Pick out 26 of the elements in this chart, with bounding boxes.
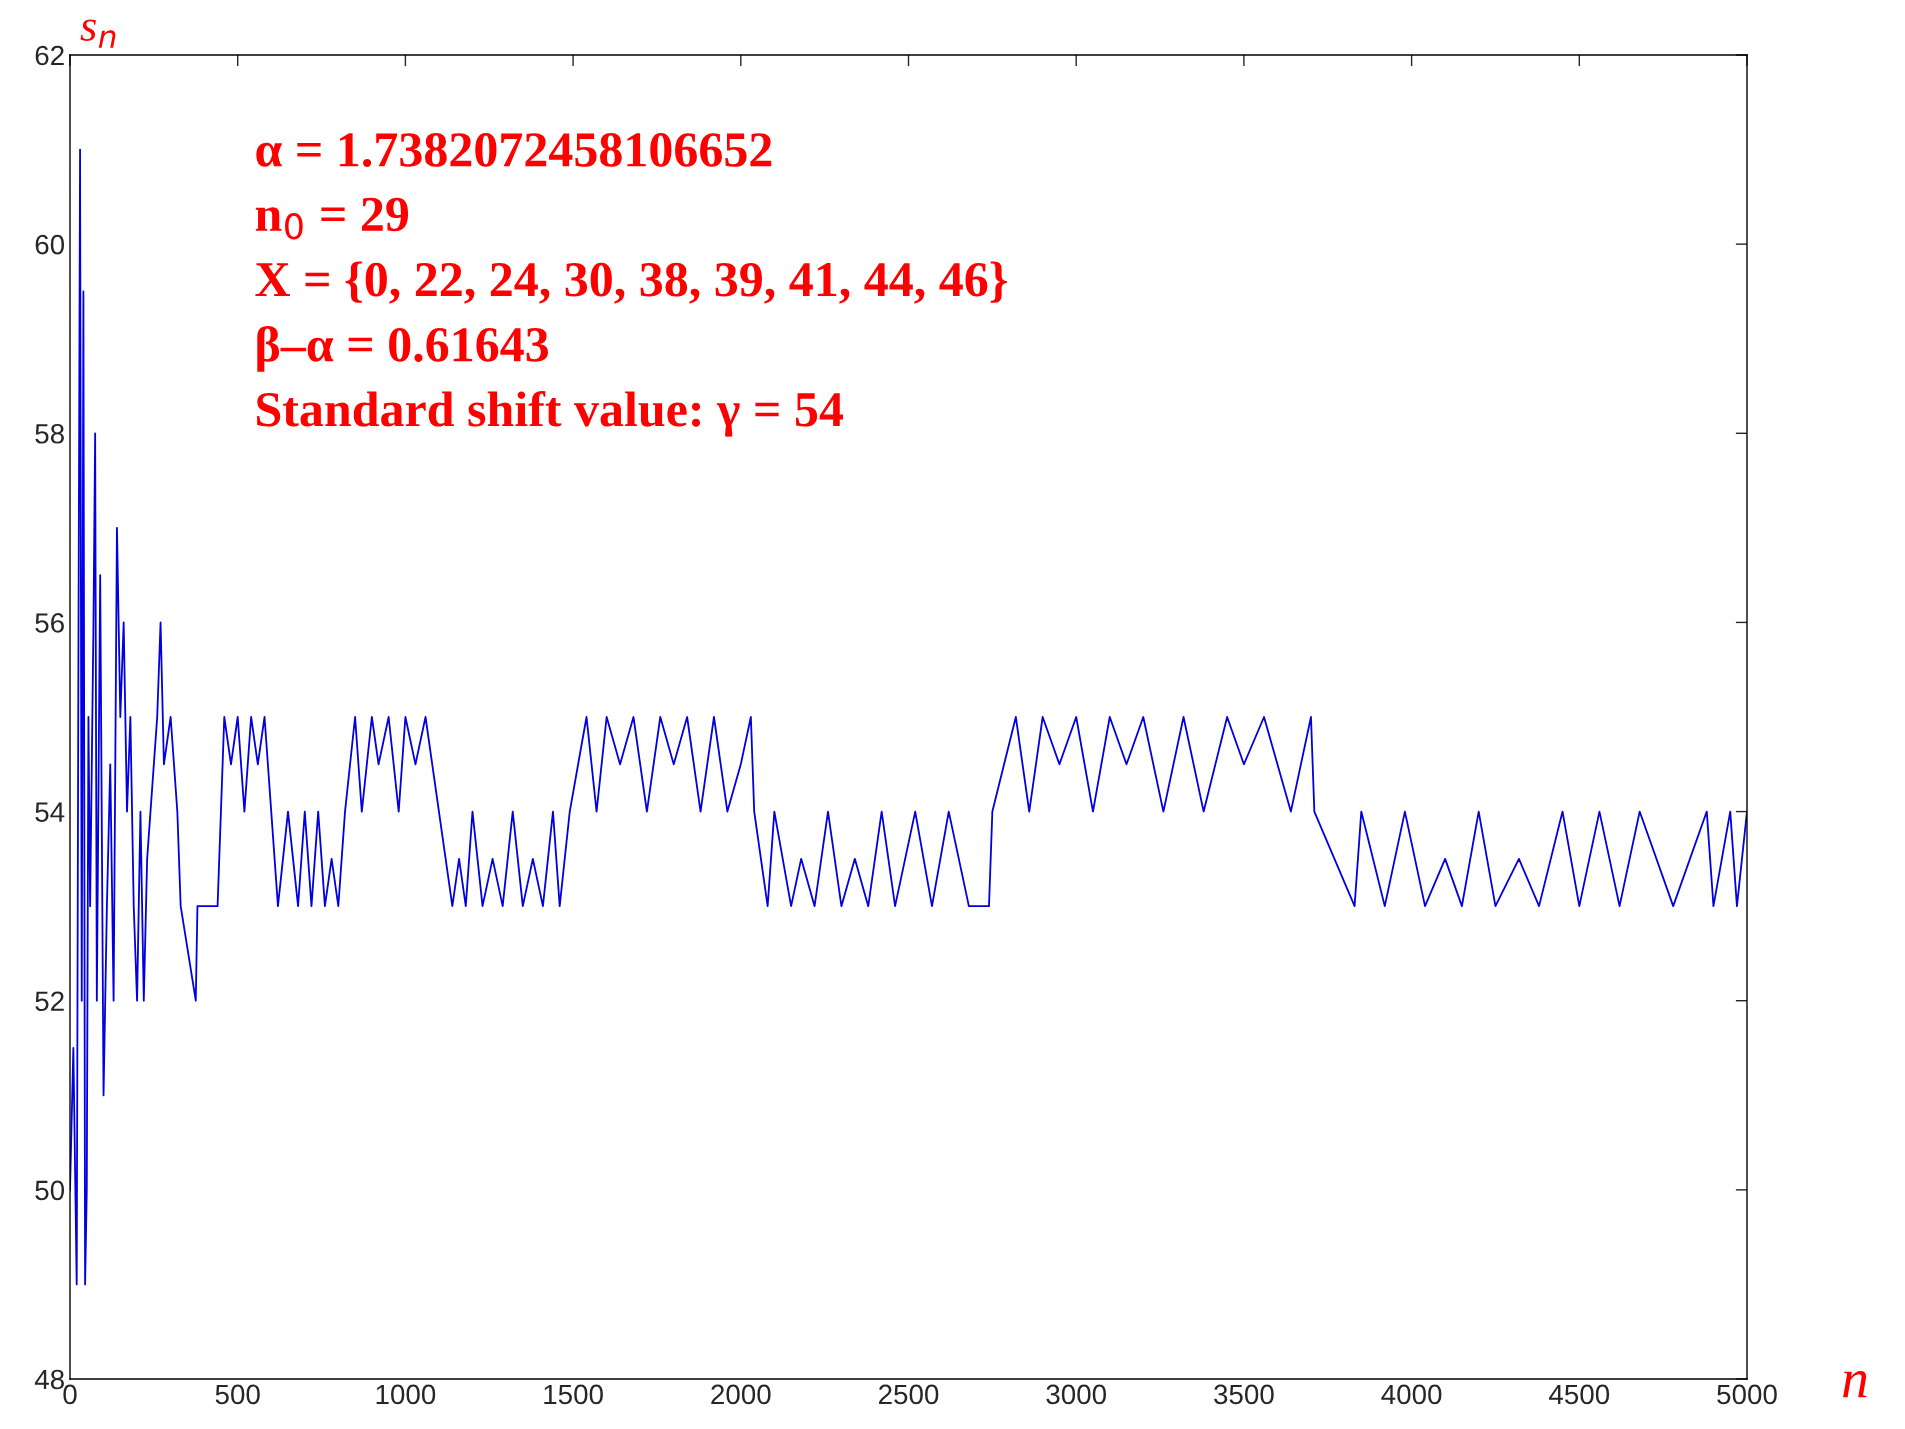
annotation: β–α = 0.61643 xyxy=(257,326,548,372)
x-tick-label: 3000 xyxy=(1046,1384,1107,1405)
y-tick-label: 56 xyxy=(35,613,64,633)
x-tick-label: 5000 xyxy=(1717,1384,1777,1405)
y-tick-label: 62 xyxy=(35,45,64,66)
x-tick-label: 3500 xyxy=(1214,1384,1274,1405)
y-tick-label: 50 xyxy=(35,1180,65,1201)
annotation: Standard shift value: γ = 54 xyxy=(257,390,843,437)
annotation: α = 1.7382072458106652 xyxy=(256,133,772,168)
y-tick-label: 58 xyxy=(35,423,64,444)
x-axis-title: n xyxy=(1843,1370,1867,1398)
x-tick-label: 2000 xyxy=(711,1384,771,1405)
y-tick-label: 48 xyxy=(34,1369,64,1390)
annotation: X = {0, 22, 24, 30, 38, 39, 41, 44, 46} xyxy=(255,261,1007,304)
x-tick-label: 1500 xyxy=(544,1384,603,1405)
annotation: n$_{0}$ = 29 xyxy=(255,197,409,240)
y-tick-label: 60 xyxy=(35,234,65,255)
x-tick-label: 0 xyxy=(63,1384,77,1405)
x-tick-label: 4000 xyxy=(1381,1384,1442,1405)
x-tick-label: 2500 xyxy=(879,1384,939,1405)
y-axis-title: s$_{n}$ xyxy=(80,19,116,48)
x-tick-label: 500 xyxy=(215,1384,260,1405)
x-tick-label: 4500 xyxy=(1549,1384,1610,1405)
y-tick-label: 54 xyxy=(35,802,65,822)
y-tick-label: 52 xyxy=(35,991,64,1012)
x-tick-label: 1000 xyxy=(376,1384,436,1405)
